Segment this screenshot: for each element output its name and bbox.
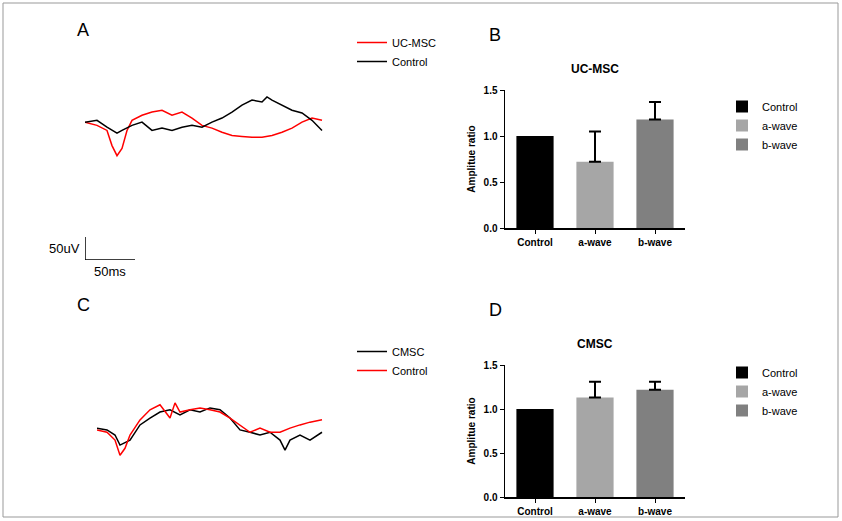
svg-text:Control: Control [392,56,427,68]
svg-text:1.5: 1.5 [484,360,498,371]
svg-text:b-wave: b-wave [638,237,672,248]
svg-text:0.5: 0.5 [484,177,498,188]
svg-text:50uV: 50uV [49,241,80,256]
svg-text:1.0: 1.0 [484,404,498,415]
svg-text:b-wave: b-wave [762,139,797,151]
svg-text:0.5: 0.5 [484,448,498,459]
svg-text:a-wave: a-wave [578,237,612,248]
svg-text:C: C [77,295,90,315]
svg-text:0.0: 0.0 [484,223,498,234]
svg-text:a-wave: a-wave [762,120,797,132]
svg-text:Control: Control [762,367,797,379]
svg-text:Control: Control [517,237,553,248]
svg-text:A: A [77,20,89,40]
svg-text:Amplitue ratio: Amplitue ratio [466,125,477,192]
svg-text:0.0: 0.0 [484,492,498,503]
svg-text:Control: Control [392,365,427,377]
svg-text:UC-MSC: UC-MSC [571,62,619,76]
svg-text:CMSC: CMSC [392,346,424,358]
svg-text:1.5: 1.5 [484,85,498,96]
svg-text:50ms: 50ms [94,264,126,279]
svg-text:a-wave: a-wave [762,386,797,398]
svg-text:Amplitue ratio: Amplitue ratio [466,397,477,464]
svg-text:Control: Control [517,506,553,517]
svg-text:UC-MSC: UC-MSC [392,37,436,49]
svg-text:b-wave: b-wave [638,506,672,517]
svg-text:CMSC: CMSC [577,337,613,351]
svg-text:D: D [489,300,502,320]
svg-text:b-wave: b-wave [762,405,797,417]
svg-text:1.0: 1.0 [484,131,498,142]
svg-text:Control: Control [762,101,797,113]
svg-text:B: B [489,25,501,45]
svg-text:a-wave: a-wave [578,506,612,517]
